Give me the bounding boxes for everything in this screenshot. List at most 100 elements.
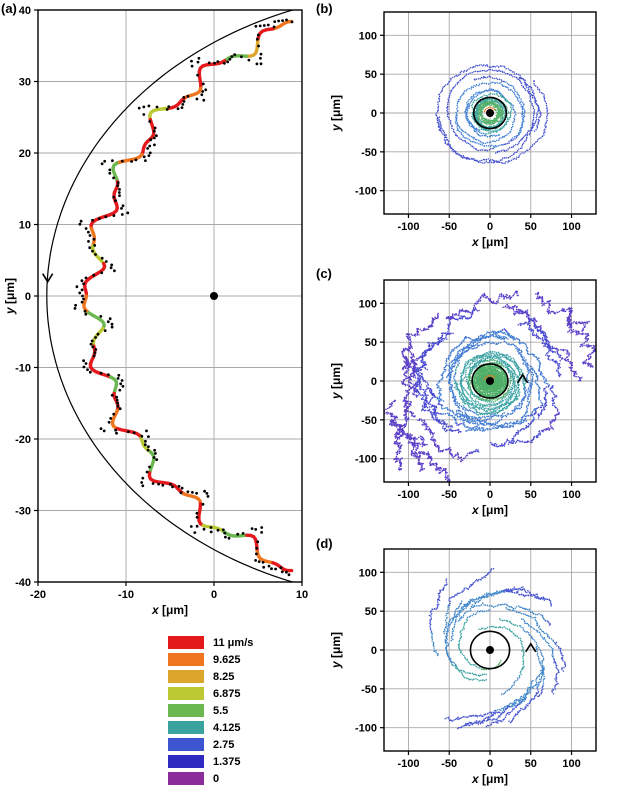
series xyxy=(46,10,295,582)
x-axis-label: x [μm] xyxy=(471,772,508,786)
direction-arrow xyxy=(516,373,529,384)
y-axis-label: y [μm] xyxy=(329,95,343,132)
colorbar-value-label: 8.25 xyxy=(213,670,235,683)
colorbar-value-label: 11 μm/s xyxy=(213,636,254,649)
y-tick-label: 0 xyxy=(25,291,31,303)
y-tick-label: 50 xyxy=(365,337,377,349)
y-tick-label: 20 xyxy=(19,148,31,160)
tick-marks xyxy=(380,302,573,486)
panel-d-plot: -100 -50 0 50 100 -100 -50 0 50 100 x [μm] y [μm] xyxy=(329,548,597,786)
x-tick-label: -20 xyxy=(30,589,46,601)
speed-colorbar: 11 μm/s 9.625 8.25 6.875 5.5 4.125 2.75 1.375 0 xyxy=(168,634,253,787)
center-particle xyxy=(486,109,494,117)
y-tick-label: 30 xyxy=(19,77,31,89)
tracked-positions xyxy=(73,18,294,577)
y-tick-label: -50 xyxy=(361,684,377,696)
direction-arrow xyxy=(42,273,54,284)
y-tick-label: -30 xyxy=(15,506,31,518)
tick-labels: -100 -50 0 50 100 -100 -50 0 50 100 xyxy=(355,567,581,770)
y-axis-label: y [μm] xyxy=(329,363,343,400)
panel-b-label: (b) xyxy=(316,1,333,16)
center-particle xyxy=(486,377,494,385)
x-axis-label: x [μm] xyxy=(471,503,508,517)
colorbar-entry: 5.5 xyxy=(168,702,253,719)
y-tick-label: 100 xyxy=(359,30,377,42)
y-axis-label: y [μm] xyxy=(329,632,343,669)
colorbar-swatch xyxy=(168,721,204,734)
direction-arrow xyxy=(525,642,537,653)
x-tick-label: 10 xyxy=(296,589,308,601)
y-tick-label: 100 xyxy=(359,298,377,310)
y-tick-label: -100 xyxy=(355,454,377,466)
colorbar-swatch xyxy=(168,653,204,666)
tick-marks xyxy=(380,34,573,218)
colorbar-value-label: 6.875 xyxy=(213,687,241,700)
series xyxy=(427,568,568,730)
colorbar-value-label: 1.375 xyxy=(213,755,241,768)
colorbar-value-label: 4.125 xyxy=(213,721,241,734)
y-tick-label: 50 xyxy=(365,606,377,618)
x-axis-label: x [μm] xyxy=(471,235,508,249)
colorbar-swatch xyxy=(168,636,204,649)
tick-labels: -100 -50 0 50 100 -100 -50 0 50 100 xyxy=(355,298,581,501)
y-tick-label: 40 xyxy=(19,5,31,17)
particle-trajectories xyxy=(384,289,596,482)
y-tick-label: 10 xyxy=(19,220,31,232)
x-tick-label: 50 xyxy=(525,489,537,501)
colorbar-entry: 4.125 xyxy=(168,719,253,736)
confinement-circle xyxy=(469,630,511,670)
y-tick-label: 100 xyxy=(359,567,377,579)
x-tick-label: -100 xyxy=(397,221,419,233)
colorbar-value-label: 2.75 xyxy=(213,738,235,751)
x-tick-label: 100 xyxy=(562,221,580,233)
y-tick-label: -50 xyxy=(361,415,377,427)
x-axis-label: x [μm] xyxy=(151,603,188,617)
x-tick-label: 0 xyxy=(487,489,493,501)
colorbar-entry: 6.875 xyxy=(168,685,253,702)
colorbar-entry: 1.375 xyxy=(168,753,253,770)
x-tick-label: -50 xyxy=(441,221,457,233)
x-tick-label: -100 xyxy=(397,758,419,770)
tick-marks xyxy=(380,571,573,755)
confinement-circle xyxy=(472,96,508,130)
tick-marks xyxy=(34,9,303,586)
y-tick-label: 0 xyxy=(371,645,377,657)
x-tick-label: -50 xyxy=(441,489,457,501)
y-tick-label: -20 xyxy=(15,434,31,446)
x-tick-label: 100 xyxy=(562,758,580,770)
panel-c-label: (c) xyxy=(316,266,332,281)
x-tick-label: 0 xyxy=(487,221,493,233)
particle-trajectories xyxy=(434,61,551,166)
particle-trajectories xyxy=(427,568,568,730)
panel-d-label: (d) xyxy=(316,536,333,551)
panel-a-plot: -20 -10 0 10 -40 -30 -20 -10 0 10 20 30 40 x [μm] y [μ… xyxy=(3,5,308,617)
colorbar-swatch xyxy=(168,772,204,785)
colorbar-swatch xyxy=(168,704,204,717)
x-tick-label: 0 xyxy=(487,758,493,770)
colorbar-swatch xyxy=(168,738,204,751)
colorbar-entry: 9.625 xyxy=(168,651,253,668)
x-tick-label: -10 xyxy=(118,589,134,601)
center-particle xyxy=(486,646,494,654)
colorbar-value-label: 9.625 xyxy=(213,653,241,666)
colorbar-entry: 2.75 xyxy=(168,736,253,753)
colorbar-swatch xyxy=(168,687,204,700)
colorbar-value-label: 5.5 xyxy=(213,704,229,717)
y-tick-label: 0 xyxy=(371,376,377,388)
colorbar-entry: 8.25 xyxy=(168,668,253,685)
confinement-circle xyxy=(471,363,509,399)
colorbar-swatch xyxy=(168,755,204,768)
gridlines xyxy=(37,9,303,583)
y-tick-label: 0 xyxy=(371,108,377,120)
x-tick-label: 0 xyxy=(211,589,217,601)
x-tick-label: -100 xyxy=(397,489,419,501)
y-tick-label: -40 xyxy=(15,577,31,589)
panel-c-plot: -100 -50 0 50 100 -100 -50 0 50 100 x [μm] y [μm] xyxy=(329,279,597,517)
series xyxy=(384,289,596,482)
y-tick-label: -50 xyxy=(361,147,377,159)
y-tick-label: -100 xyxy=(355,186,377,198)
x-tick-label: 50 xyxy=(525,758,537,770)
tick-labels: -20 -10 0 10 -40 -30 -20 -10 0 10 20 30 40 xyxy=(15,5,308,601)
series xyxy=(434,61,551,166)
